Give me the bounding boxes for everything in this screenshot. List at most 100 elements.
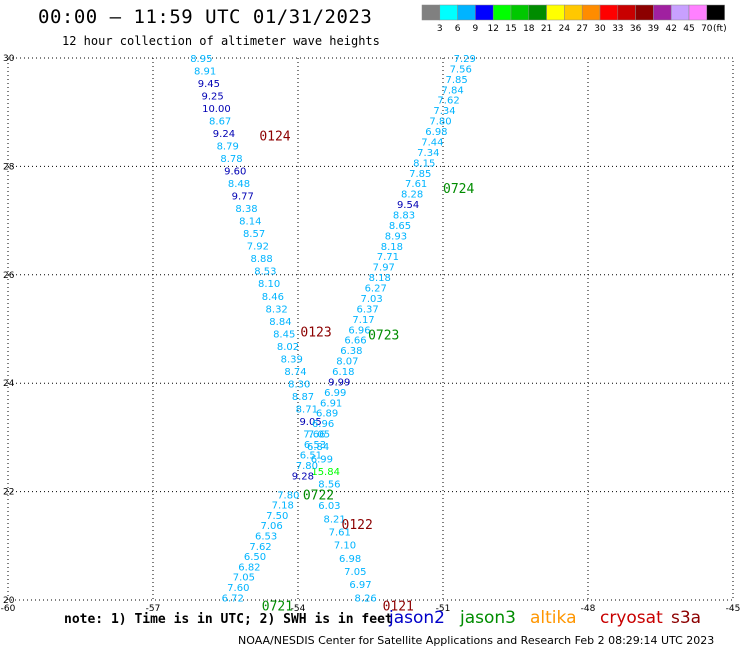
- swh-value-track-a: 7.66: [303, 429, 325, 440]
- legend-swatch: [670, 4, 690, 21]
- swh-value-track-c: 7.18: [272, 501, 294, 512]
- swh-value-track-a: 8.95: [190, 54, 212, 65]
- legend-tick-label: 36: [630, 24, 642, 34]
- lat-tick-label: 20: [3, 596, 15, 606]
- map-frame: [7, 57, 734, 601]
- swh-value-track-a: 10.00: [202, 104, 231, 115]
- swh-value-track-a: 8.38: [235, 204, 257, 215]
- swh-value-track-a: 8.84: [269, 317, 291, 328]
- swh-value-track-a: 8.88: [250, 254, 272, 265]
- legend-swatch: [439, 4, 458, 21]
- swh-value-track-a: 8.56: [318, 479, 340, 490]
- swh-value-track-d: 8.26: [355, 593, 377, 604]
- swh-value-track-b: 8.83: [393, 211, 415, 222]
- lat-tick-label: 22: [3, 488, 14, 498]
- swh-value-track-d: 6.03: [318, 501, 340, 512]
- swh-value-track-b: 6.99: [324, 388, 346, 399]
- swh-value-track-d: 7.10: [334, 541, 356, 552]
- lat-tick-label: 26: [3, 271, 15, 281]
- swh-value-track-b: 7.85: [409, 169, 431, 180]
- swh-value-track-c: 7.60: [227, 583, 249, 594]
- legend-swatch: [617, 4, 636, 21]
- legend-swatch: [688, 4, 708, 21]
- satellite-altika: altika: [530, 608, 577, 628]
- swh-value-track-b: 9.28: [292, 471, 314, 482]
- swh-value-track-a: 8.46: [262, 292, 284, 303]
- swh-value-track-b: 6.38: [340, 346, 362, 357]
- swh-value-track-a: 9.45: [198, 79, 220, 90]
- swh-value-track-c: 6.53: [255, 532, 277, 543]
- lon-tick-label: -51: [436, 604, 451, 614]
- swh-value-track-d: 8.21: [323, 514, 345, 525]
- legend-tick-label: 3: [437, 24, 443, 34]
- swh-value-track-c: 7.80: [277, 490, 299, 501]
- swh-value-track-a: 8.10: [258, 279, 280, 290]
- legend-tick-label: 39: [648, 24, 660, 34]
- swh-value-track-a: 15.84: [311, 467, 340, 478]
- swh-value-track-b: 7.80: [296, 461, 318, 472]
- legend-swatch: [546, 4, 565, 21]
- swh-value-track-b: 7.17: [352, 315, 374, 326]
- swh-value-track-b: 8.18: [369, 273, 391, 284]
- swh-value-track-b: 8.65: [389, 221, 411, 232]
- swh-value-track-d: 6.98: [339, 554, 361, 565]
- pass-date-label: 0722: [303, 488, 334, 503]
- swh-value-track-b: 6.98: [425, 127, 447, 138]
- legend-swatch: [635, 4, 654, 21]
- satellite-cryosat: cryosat: [600, 608, 663, 628]
- legend-tick-label: 27: [576, 24, 587, 34]
- swh-value-track-a: 8.30: [288, 379, 310, 390]
- legend-tick-label: 12: [487, 24, 498, 34]
- legend-tick-label: 18: [523, 24, 535, 34]
- legend-swatch: [706, 4, 725, 21]
- lon-tick-label: -60: [1, 604, 16, 614]
- swh-value-track-a: 8.79: [217, 142, 239, 153]
- legend-tick-label: 24: [559, 24, 571, 34]
- legend-tick-label: 45: [683, 24, 694, 34]
- swh-value-track-a: 9.77: [232, 192, 254, 203]
- legend-tick-label: 33: [612, 24, 623, 34]
- satellite-jason3: jason3: [460, 608, 516, 628]
- swh-value-track-b: 9.99: [328, 377, 350, 388]
- legend-swatch: [653, 4, 672, 21]
- swh-value-track-a: 8.39: [281, 354, 303, 365]
- swh-value-track-b: 7.84: [441, 85, 463, 96]
- legend-tick-label: 9: [473, 24, 479, 34]
- swh-value-track-c: 6.72: [222, 593, 244, 604]
- swh-value-track-d: 7.61: [329, 527, 351, 538]
- legend-swatch: [581, 4, 601, 21]
- swh-value-track-b: 9.54: [397, 200, 419, 211]
- swh-value-track-b: 8.93: [385, 231, 407, 242]
- swh-value-track-b: 7.97: [373, 263, 395, 274]
- swh-value-track-c: 7.50: [266, 511, 288, 522]
- swh-value-track-b: 7.34: [417, 148, 439, 159]
- lat-tick-label: 30: [3, 54, 15, 64]
- swh-value-track-a: 8.78: [220, 154, 242, 165]
- swh-value-track-a: 8.32: [266, 304, 288, 315]
- legend-swatch: [599, 4, 619, 21]
- legend-swatch: [528, 4, 547, 21]
- swh-value-track-b: 8.28: [401, 190, 423, 201]
- swh-value-track-b: 6.53: [304, 440, 326, 451]
- swh-value-track-a: 8.91: [194, 67, 216, 78]
- swh-value-track-a: 8.67: [209, 117, 231, 128]
- swh-value-track-b: 7.03: [361, 294, 383, 305]
- legend-tick-label: 42: [665, 24, 676, 34]
- swh-value-track-a: 8.53: [254, 267, 276, 278]
- legend-tick-label: 21: [541, 24, 552, 34]
- swh-value-track-b: 6.89: [316, 409, 338, 420]
- credit-line: NOAA/NESDIS Center for Satellite Applica…: [238, 634, 715, 647]
- satellite-jason2: jason2: [389, 608, 445, 628]
- swh-value-track-b: 7.44: [421, 137, 443, 148]
- swh-value-track-b: 7.34: [433, 106, 455, 117]
- swh-value-track-a: 8.74: [284, 367, 306, 378]
- swh-value-track-a: 9.05: [299, 417, 321, 428]
- legend-swatch: [457, 4, 476, 21]
- swh-value-track-a: 9.24: [213, 129, 235, 140]
- swh-value-track-b: 8.07: [336, 357, 358, 368]
- lat-tick-label: 28: [3, 162, 15, 172]
- swh-value-track-c: 7.62: [249, 542, 271, 553]
- swh-value-track-a: 6.99: [311, 454, 333, 465]
- swh-value-track-c: 6.50: [244, 552, 266, 563]
